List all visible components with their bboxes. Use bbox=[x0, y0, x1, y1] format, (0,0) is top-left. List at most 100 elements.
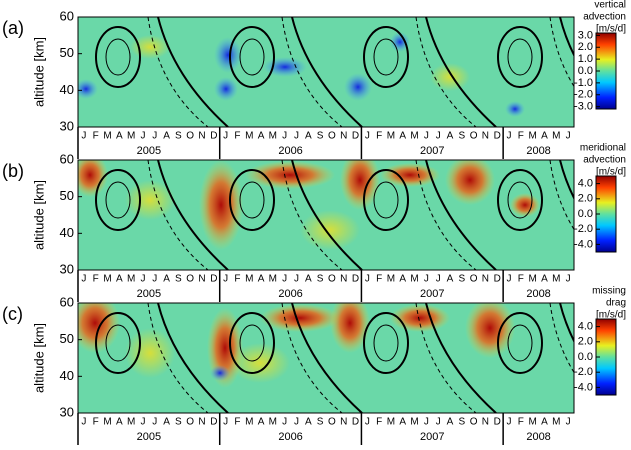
x-tick-label: J bbox=[140, 131, 145, 142]
x-tick-label: S bbox=[175, 131, 182, 142]
x-tick-label: N bbox=[198, 417, 205, 428]
x-tick-label: M bbox=[245, 417, 253, 428]
contour bbox=[229, 26, 275, 88]
x-tick-label: A bbox=[258, 131, 265, 142]
colorbar-tick-label: 0.0 bbox=[578, 65, 593, 77]
x-tick-label: F bbox=[93, 274, 99, 285]
y-axis-label: altitude [km] bbox=[31, 323, 46, 393]
year-label: 2006 bbox=[278, 431, 302, 443]
x-tick-label: A bbox=[399, 131, 406, 142]
colorbar-title: advection bbox=[583, 155, 626, 166]
x-tick-label: F bbox=[234, 417, 240, 428]
x-tick-label: S bbox=[175, 417, 182, 428]
colorbar-tick-label: 2.0 bbox=[578, 336, 593, 348]
contour bbox=[239, 38, 265, 76]
x-tick-label: J bbox=[436, 131, 441, 142]
colorbar-title: missing bbox=[592, 286, 626, 297]
x-tick-label: S bbox=[175, 274, 182, 285]
colorbar-tick-label: -2.0 bbox=[574, 89, 593, 101]
contour bbox=[239, 181, 265, 219]
x-tick-label: J bbox=[81, 274, 86, 285]
y-tick-label: 50 bbox=[60, 188, 74, 203]
x-tick-label: M bbox=[103, 274, 111, 285]
x-tick-label: M bbox=[269, 274, 277, 285]
field-blob bbox=[199, 160, 243, 250]
colorbar-tick-label: -2.0 bbox=[574, 223, 593, 235]
x-tick-label: A bbox=[116, 417, 123, 428]
x-tick-label: M bbox=[387, 131, 395, 142]
x-tick-label: O bbox=[470, 131, 478, 142]
x-tick-label: J bbox=[152, 131, 157, 142]
x-tick-label: M bbox=[269, 131, 277, 142]
x-tick-label: D bbox=[352, 417, 359, 428]
x-tick-label: F bbox=[234, 274, 240, 285]
x-tick-label: S bbox=[317, 417, 324, 428]
x-tick-label: A bbox=[447, 417, 454, 428]
x-tick-label: J bbox=[282, 131, 287, 142]
x-tick-label: A bbox=[163, 417, 170, 428]
x-tick-label: F bbox=[376, 131, 382, 142]
year-label: 2006 bbox=[278, 288, 302, 300]
field-blob bbox=[390, 304, 450, 332]
x-tick-label: N bbox=[482, 417, 489, 428]
field-blob bbox=[344, 73, 372, 101]
colorbar-tick-label: 4.0 bbox=[578, 321, 593, 333]
x-tick-label: A bbox=[305, 274, 312, 285]
x-tick-label: J bbox=[223, 131, 228, 142]
x-tick-label: M bbox=[127, 417, 135, 428]
x-tick-label: N bbox=[340, 417, 347, 428]
x-tick-label: S bbox=[458, 131, 465, 142]
contour bbox=[105, 324, 131, 362]
x-tick-label: J bbox=[365, 417, 370, 428]
y-tick-label: 30 bbox=[60, 118, 74, 133]
x-tick-label: S bbox=[458, 417, 465, 428]
x-tick-label: J bbox=[566, 417, 571, 428]
contour bbox=[105, 181, 131, 219]
x-tick-label: J bbox=[436, 274, 441, 285]
y-tick-label: 30 bbox=[60, 261, 74, 276]
field-blob bbox=[330, 303, 370, 353]
x-tick-label: M bbox=[410, 274, 418, 285]
x-tick-label: D bbox=[210, 417, 217, 428]
x-tick-label: F bbox=[93, 417, 99, 428]
x-tick-label: F bbox=[93, 131, 99, 142]
colorbar-tick-label: 2.0 bbox=[578, 193, 593, 205]
year-label: 2005 bbox=[137, 431, 161, 443]
x-tick-label: M bbox=[269, 417, 277, 428]
x-tick-label: M bbox=[410, 131, 418, 142]
x-tick-label: M bbox=[127, 131, 135, 142]
y-tick-label: 50 bbox=[60, 45, 74, 60]
contour-dashed bbox=[147, 160, 209, 270]
x-tick-label: A bbox=[447, 131, 454, 142]
x-tick-label: O bbox=[470, 274, 478, 285]
x-tick-label: F bbox=[234, 131, 240, 142]
contour bbox=[157, 17, 229, 127]
year-label: 2006 bbox=[278, 145, 302, 157]
field-blob bbox=[78, 160, 108, 197]
x-tick-label: S bbox=[317, 131, 324, 142]
x-tick-label: J bbox=[140, 274, 145, 285]
contour-dashed bbox=[549, 17, 574, 88]
contour bbox=[507, 181, 533, 219]
x-tick-label: J bbox=[152, 274, 157, 285]
contour bbox=[229, 169, 275, 231]
contour bbox=[425, 303, 497, 413]
year-label: 2007 bbox=[420, 288, 444, 300]
colorbar-title: meridional bbox=[580, 143, 626, 154]
field-blob bbox=[214, 77, 238, 101]
colorbar-title: [m/s/d] bbox=[596, 24, 626, 35]
colorbar-tick-label: -4.0 bbox=[574, 238, 593, 250]
x-tick-label: N bbox=[340, 274, 347, 285]
colorbar-title: [m/s/d] bbox=[596, 310, 626, 321]
x-tick-label: M bbox=[245, 131, 253, 142]
x-tick-label: J bbox=[507, 131, 512, 142]
heatmap-field bbox=[78, 303, 574, 413]
x-tick-label: J bbox=[424, 274, 429, 285]
x-tick-label: J bbox=[294, 274, 299, 285]
x-tick-label: M bbox=[552, 131, 560, 142]
x-tick-label: M bbox=[103, 131, 111, 142]
panel-label: (c) bbox=[2, 304, 23, 324]
